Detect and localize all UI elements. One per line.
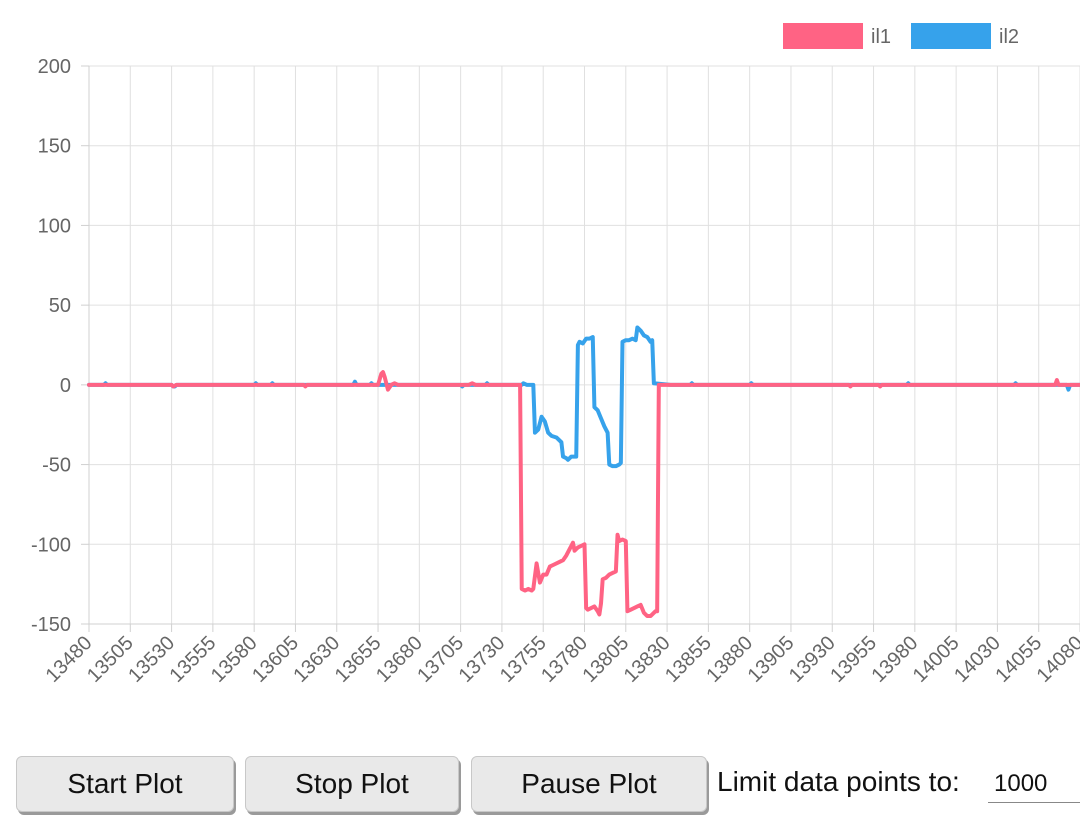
x-tick-label: 13855 bbox=[661, 632, 716, 687]
pause-plot-button[interactable]: Pause Plot bbox=[471, 756, 707, 812]
x-tick-label: 13530 bbox=[124, 632, 179, 687]
series-lines bbox=[87, 325, 1080, 619]
x-tick-label: 14080 bbox=[1033, 632, 1080, 687]
x-tick-label: 13655 bbox=[331, 632, 386, 687]
x-tick-label: 13830 bbox=[620, 632, 675, 687]
x-tick-label: 14005 bbox=[909, 632, 964, 687]
y-tick-label: 200 bbox=[38, 56, 71, 78]
x-tick-label: 13555 bbox=[166, 632, 221, 687]
y-tick-label: -100 bbox=[31, 534, 71, 556]
x-tick-label: 13955 bbox=[826, 632, 881, 687]
x-tick-label: 13580 bbox=[207, 632, 262, 687]
grid bbox=[88, 65, 1080, 625]
x-tick-label: 13805 bbox=[578, 632, 633, 687]
x-tick-label: 13605 bbox=[248, 632, 303, 687]
x-tick-label: 13880 bbox=[702, 632, 757, 687]
legend-label-il2: il2 bbox=[999, 26, 1019, 48]
x-tick-label: 13755 bbox=[496, 632, 551, 687]
limit-data-points-label: Limit data points to: bbox=[717, 766, 960, 797]
legend-swatch-il2 bbox=[911, 23, 991, 49]
x-tick-label: 14055 bbox=[991, 632, 1046, 687]
x-tick-label: 13905 bbox=[744, 632, 799, 687]
x-tick-label: 13980 bbox=[867, 632, 922, 687]
x-tick-label: 13630 bbox=[289, 632, 344, 687]
x-tick-label: 13680 bbox=[372, 632, 427, 687]
x-tick-label: 14030 bbox=[950, 632, 1005, 687]
legend: il1 il2 bbox=[783, 23, 1019, 49]
limit-data-points-input[interactable] bbox=[988, 766, 1080, 803]
x-tick-label: 13930 bbox=[785, 632, 840, 687]
start-plot-button[interactable]: Start Plot bbox=[16, 756, 234, 812]
y-tick-label: -150 bbox=[31, 614, 71, 636]
chart-area: 200 150 100 50 0 -50 -100 -150 13480 13505 13530 13… bbox=[31, 23, 1080, 687]
legend-swatch-il1 bbox=[783, 23, 863, 49]
stop-plot-button[interactable]: Stop Plot bbox=[245, 756, 459, 812]
line-chart: 200150100500-50-100-15013480135051353013… bbox=[31, 23, 1080, 687]
y-tick-label: 100 bbox=[38, 215, 71, 237]
y-tick-label: 0 bbox=[60, 375, 71, 397]
x-tick-label: 13730 bbox=[455, 632, 510, 687]
x-tick-label: 13480 bbox=[42, 632, 97, 687]
series-line-il1 bbox=[87, 370, 1080, 619]
y-tick-label: 50 bbox=[49, 295, 71, 317]
legend-label-il1: il1 bbox=[871, 26, 891, 48]
plot-controls: Start Plot Stop Plot Pause Plot Limit da… bbox=[0, 752, 1080, 816]
y-tick-label: -50 bbox=[42, 455, 71, 477]
axes: 200150100500-50-100-15013480135051353013… bbox=[31, 56, 1080, 687]
y-tick-label: 150 bbox=[38, 136, 71, 158]
x-tick-label: 13780 bbox=[537, 632, 592, 687]
x-tick-label: 13705 bbox=[413, 632, 468, 687]
x-tick-label: 13505 bbox=[83, 632, 138, 687]
